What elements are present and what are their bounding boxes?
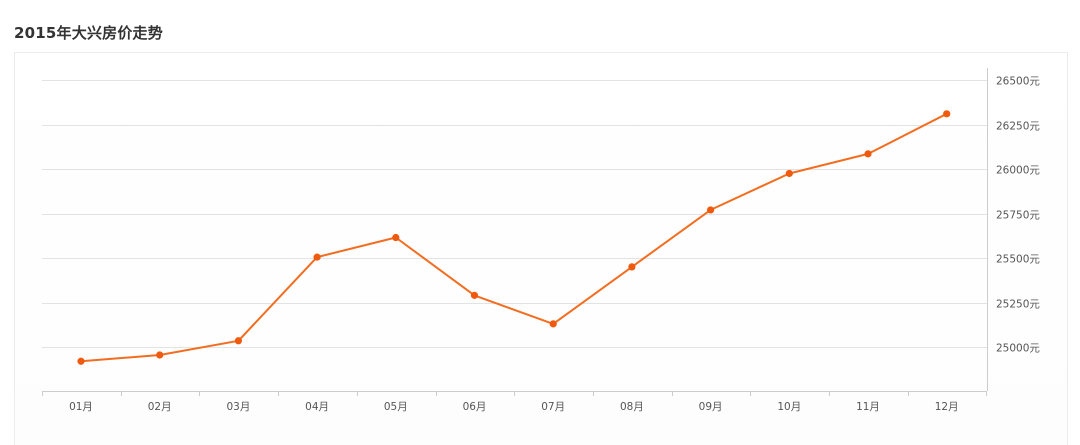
x-tick-label: 02月 (148, 401, 172, 413)
x-tick-label: 11月 (856, 401, 880, 413)
y-tick-label: 26500元 (996, 76, 1040, 88)
data-point-04月[interactable] (313, 253, 321, 261)
x-tick-label: 06月 (463, 401, 487, 413)
x-tick-labels: 01月 02月 03月 04月 05月 06月 07月 08月 09月 10月 11月 12月 (69, 401, 959, 413)
data-point-07月[interactable] (549, 320, 557, 328)
data-point-09月[interactable] (707, 206, 715, 214)
data-point-03月[interactable] (234, 337, 242, 345)
chart-title: 2015年大兴房价走势 (14, 24, 163, 42)
y-tick-label: 25000元 (996, 343, 1040, 355)
data-point-01月[interactable] (77, 357, 85, 365)
data-point-05月[interactable] (392, 233, 400, 242)
data-points[interactable] (77, 110, 951, 365)
x-tick-label: 03月 (226, 401, 250, 413)
data-point-11月[interactable] (864, 150, 872, 158)
axes (42, 68, 988, 396)
x-tick-label: 07月 (541, 401, 565, 413)
grid-lines (42, 80, 987, 348)
x-tick-label: 09月 (699, 401, 723, 413)
x-tick-label: 01月 (69, 401, 93, 413)
x-tick-label: 12月 (935, 401, 959, 413)
data-point-02月[interactable] (156, 351, 164, 359)
y-tick-label: 26000元 (996, 165, 1040, 177)
data-point-12月[interactable] (943, 110, 951, 118)
series-line-path (80, 112, 948, 363)
y-tick-label: 25250元 (996, 299, 1040, 311)
x-tick-label: 08月 (620, 401, 644, 413)
chart-panel (14, 52, 1068, 445)
x-tick-label: 10月 (777, 401, 801, 413)
y-tick-label: 25750元 (996, 210, 1040, 222)
x-tick-label: 04月 (305, 401, 329, 413)
y-tick-label: 25500元 (996, 254, 1040, 266)
y-tick-labels: 25000元 25250元 25500元 25750元 26000元 26250元 2650… (996, 76, 1040, 355)
data-point-08月[interactable] (628, 263, 636, 271)
data-point-10月[interactable] (785, 169, 793, 178)
y-tick-label: 26250元 (996, 121, 1040, 133)
series-line (80, 112, 948, 363)
data-point-06月[interactable] (470, 291, 479, 299)
x-tick-label: 05月 (384, 401, 408, 413)
